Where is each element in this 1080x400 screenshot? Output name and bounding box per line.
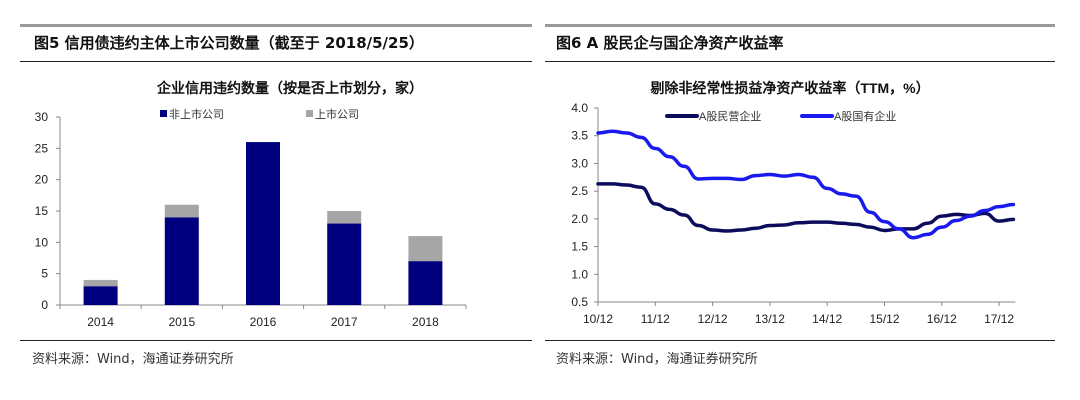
- y-tick-label: 2.0: [571, 212, 588, 226]
- figure-title: 图5 信用债违约主体上市公司数量（截至于 2018/5/25）: [34, 34, 424, 52]
- bar-2017-上市公司: [327, 211, 362, 224]
- bar-2017-非上市公司: [327, 223, 362, 305]
- x-tick-label: 2015: [168, 315, 195, 329]
- top-divider: [20, 24, 532, 27]
- y-tick-label: 5: [41, 267, 48, 281]
- y-tick-label: 3.0: [571, 156, 588, 170]
- chart-title: 剔除非经常性损益净资产收益率（TTM，%）: [649, 80, 929, 96]
- chart-title: 企业信用违约数量（按是否上市划分，家）: [156, 80, 423, 96]
- bar-chart: 企业信用违约数量（按是否上市划分，家） 0 5 10 15 20 25 30 2014 2015 2…: [35, 80, 467, 329]
- x-tick-label: 17/12: [984, 312, 1014, 326]
- y-tick-label: 0: [41, 298, 48, 312]
- x-tick-label: 11/12: [641, 312, 670, 326]
- legend-label: 非上市公司: [169, 107, 224, 121]
- y-tick-label: 30: [35, 110, 49, 124]
- y-tick-label: 10: [35, 235, 49, 249]
- line-chart: 剔除非经常性损益净资产收益率（TTM，%） 0.5 1.0 1.5 2.0 2.5 3.0 3…: [571, 80, 1016, 326]
- y-tick-label: 0.5: [571, 295, 588, 309]
- series-line-A股国有企业: [596, 129, 1016, 240]
- x-tick-label: 12/12: [698, 312, 728, 326]
- y-tick-label: 1.0: [571, 267, 588, 281]
- bar-2016-非上市公司: [246, 142, 280, 305]
- bar-2018-上市公司: [408, 236, 443, 262]
- source-note: 资料来源：Wind，海通证券研究所: [32, 352, 234, 367]
- source-rule: [545, 340, 1055, 341]
- y-tick-label: 2.5: [571, 184, 588, 198]
- legend-swatch: [160, 110, 167, 117]
- figure-title: 图6 A 股民企与国企净资产收益率: [556, 34, 784, 52]
- legend-swatch: [306, 110, 313, 117]
- x-tick-label: 2017: [331, 315, 358, 329]
- y-tick-label: 4.0: [571, 101, 588, 115]
- bar-2014-非上市公司: [83, 286, 118, 305]
- x-tick-label: 13/12: [755, 312, 785, 326]
- legend-label: A股民营企业: [699, 109, 761, 123]
- x-tick-label: 2016: [250, 315, 277, 329]
- y-tick-label: 15: [35, 204, 49, 218]
- legend-label: A股国有企业: [834, 109, 896, 123]
- x-tick-label: 14/12: [812, 312, 842, 326]
- y-tick-label: 1.5: [571, 240, 588, 254]
- y-tick-label: 25: [35, 141, 49, 155]
- x-tick-label: 2018: [412, 315, 439, 329]
- x-tick-label: 16/12: [927, 312, 957, 326]
- x-tick-label: 10/12: [583, 312, 613, 326]
- top-divider: [545, 24, 1055, 27]
- source-rule: [20, 340, 532, 341]
- bar-2018-非上市公司: [408, 261, 443, 305]
- title-rule: [545, 61, 1055, 62]
- bar-2014-上市公司: [83, 279, 118, 287]
- x-tick-label: 2014: [87, 315, 114, 329]
- legend-label: 上市公司: [315, 107, 359, 121]
- y-tick-label: 3.5: [571, 129, 588, 143]
- y-tick-label: 20: [35, 173, 49, 187]
- series-line-A股民营企业: [596, 182, 1016, 233]
- bar-2015-上市公司: [164, 204, 199, 218]
- x-tick-label: 15/12: [869, 312, 899, 326]
- title-rule: [20, 61, 532, 62]
- source-note: 资料来源：Wind，海通证券研究所: [556, 352, 758, 367]
- bar-2015-非上市公司: [164, 217, 199, 305]
